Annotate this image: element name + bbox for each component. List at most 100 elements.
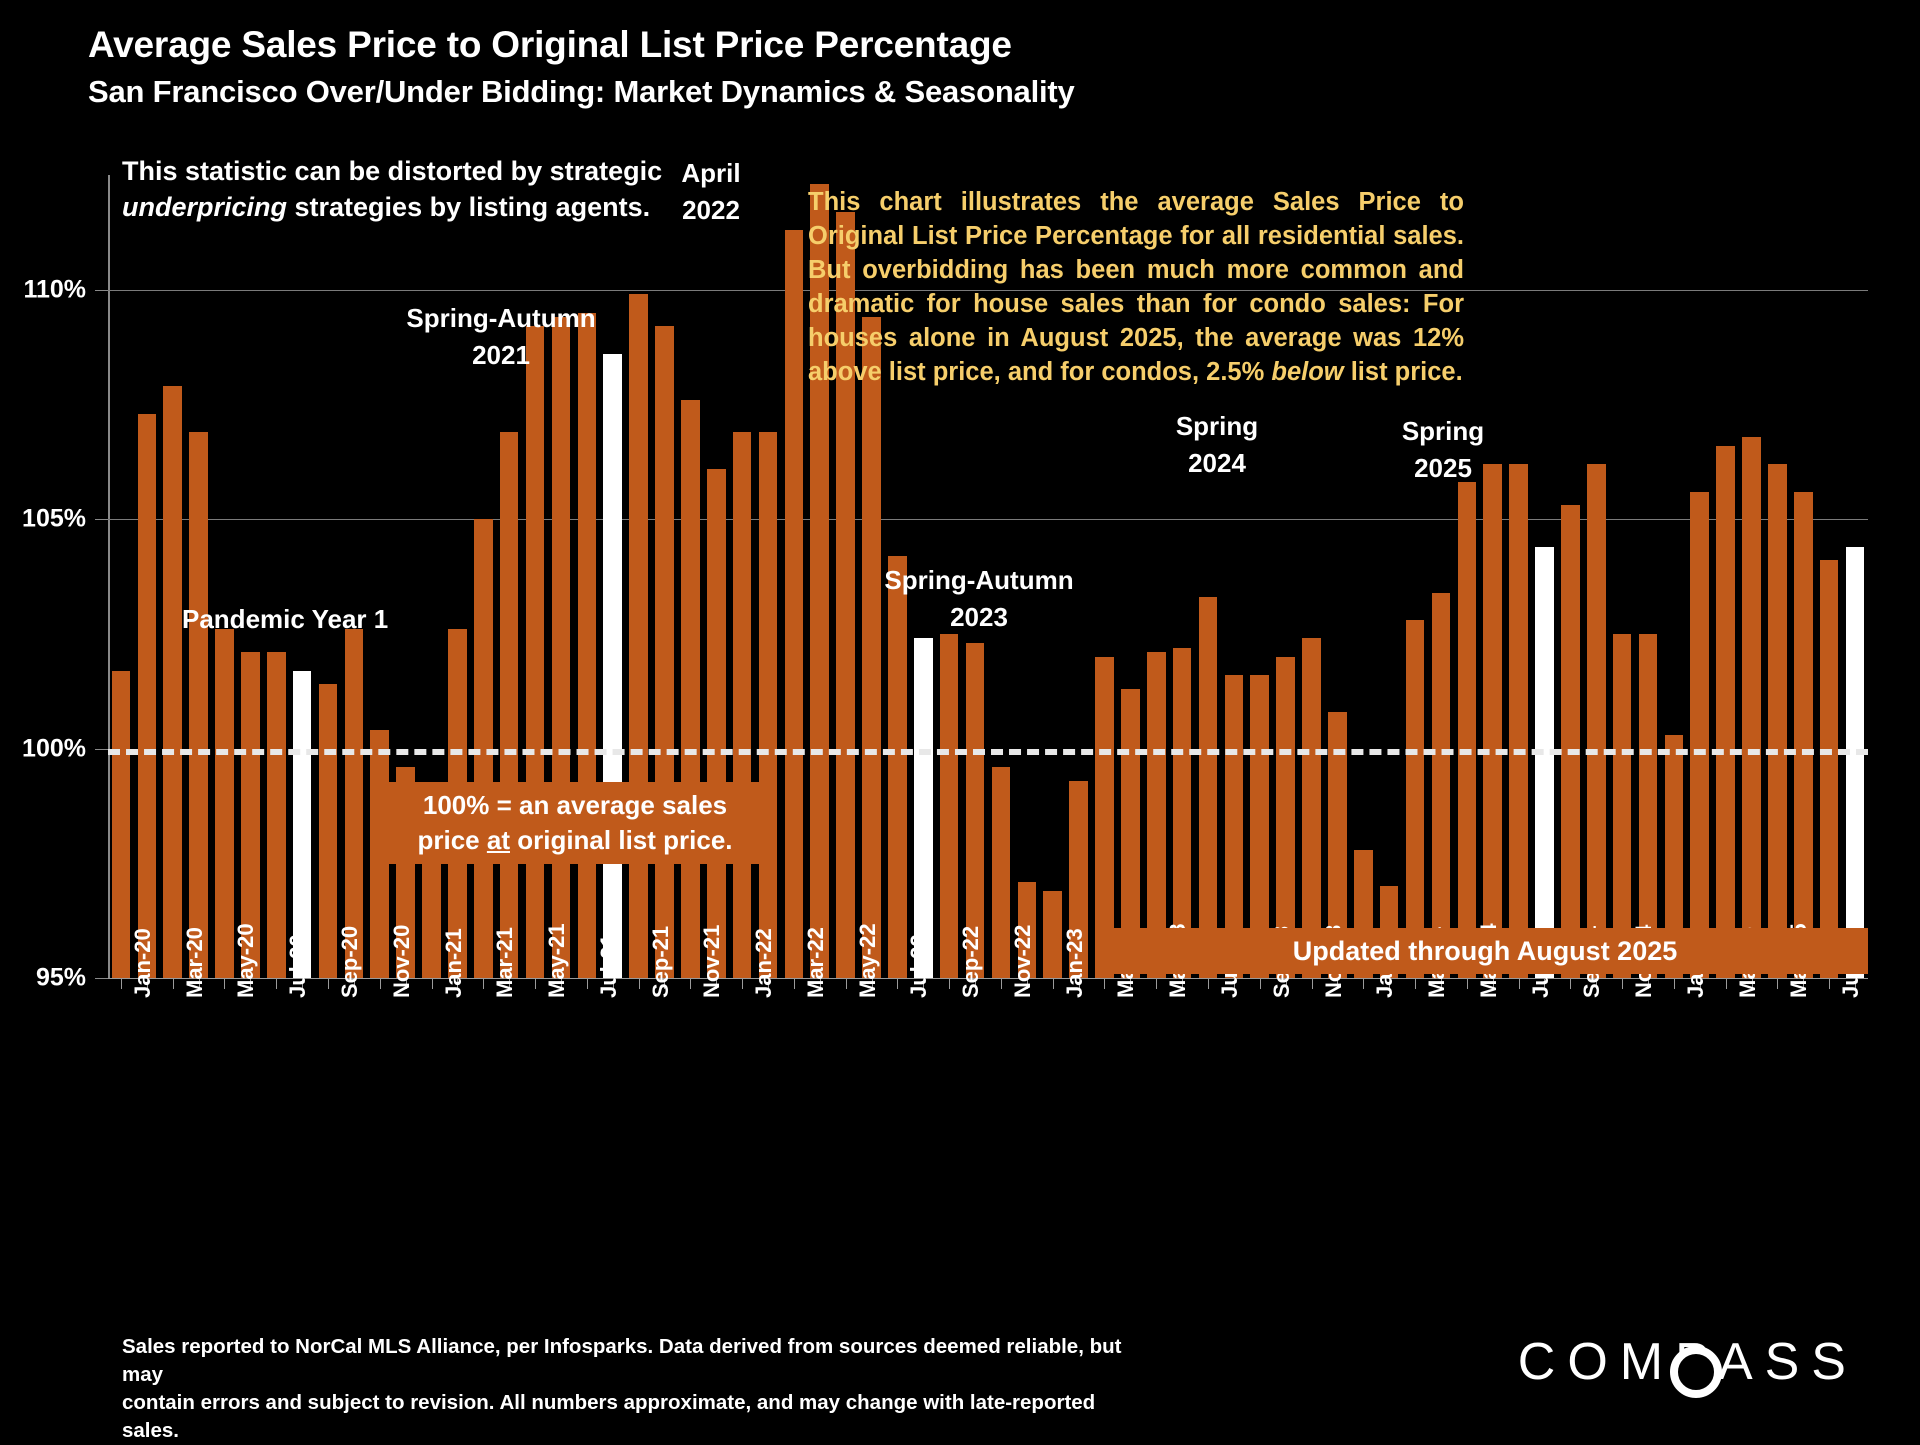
x-tick-label: Jan-21: [440, 928, 466, 998]
bar: [215, 629, 234, 978]
x-tick-mark: [1492, 978, 1494, 989]
bar: [1483, 464, 1502, 978]
bar: [137, 413, 157, 978]
bar: [1431, 592, 1451, 978]
bar-highlight: [292, 670, 312, 978]
bar: [758, 431, 778, 978]
x-tick-label: May-22: [854, 923, 880, 998]
bar: [706, 468, 726, 978]
x-tick-mark: [509, 978, 511, 989]
bar: [266, 652, 286, 978]
x-tick-mark: [1026, 978, 1028, 989]
bar: [681, 399, 700, 978]
bar: [991, 766, 1011, 978]
x-tick-mark: [1389, 978, 1391, 989]
y-tick-label: 105%: [22, 504, 86, 533]
x-tick-label: Mar-21: [492, 927, 518, 998]
x-tick-mark: [1596, 978, 1598, 989]
bar: [1819, 560, 1839, 978]
x-tick-label: May-21: [544, 923, 570, 998]
x-tick-mark: [1570, 978, 1572, 989]
x-tick-mark: [405, 978, 407, 989]
x-tick-mark: [224, 978, 226, 989]
x-tick-label: Jan-20: [129, 928, 155, 998]
bar: [318, 684, 338, 978]
bar: [888, 555, 907, 978]
x-tick-mark: [716, 978, 718, 989]
x-tick-mark: [793, 978, 795, 989]
x-tick-mark: [1000, 978, 1002, 989]
bar: [784, 230, 804, 978]
x-tick-mark: [690, 978, 692, 989]
x-tick-label: Mar-20: [181, 927, 207, 998]
x-tick-mark: [483, 978, 485, 989]
bar-highlight: [913, 638, 933, 978]
x-tick-mark: [250, 978, 252, 989]
x-tick-mark: [845, 978, 847, 989]
x-axis-labels: Jan-20 Mar-20 May-20 Jul-20 Sep-20 Nov-20 Jan-…: [108, 923, 1868, 1112]
y-tick-mark: [95, 519, 108, 521]
x-tick-mark: [1156, 978, 1158, 989]
bar: [655, 326, 674, 978]
x-tick-label: Jul-21: [595, 934, 621, 998]
x-tick-mark: [975, 978, 977, 989]
bar-highlight: [1845, 546, 1865, 978]
bar: [189, 431, 208, 978]
x-tick-mark: [949, 978, 951, 989]
x-tick-mark: [742, 978, 744, 989]
y-tick-label: 95%: [35, 963, 86, 992]
annotation-distortion-line2: strategies by listing agents.: [287, 192, 651, 222]
x-tick-mark: [560, 978, 562, 989]
x-tick-mark: [353, 978, 355, 989]
footer-line-1: Sales reported to NorCal MLS Alliance, p…: [122, 1335, 1122, 1386]
annotation-spring-2025: Spring 2025: [1401, 416, 1485, 483]
callout-100-line2-a: price: [417, 825, 487, 855]
x-tick-label: Jan-23: [1061, 928, 1087, 998]
x-tick-mark: [1363, 978, 1365, 989]
annotation-explainer-b: list price.: [1343, 358, 1463, 386]
x-tick-mark: [1544, 978, 1546, 989]
x-tick-label: May-20: [233, 923, 259, 998]
x-tick-mark: [1337, 978, 1339, 989]
callout-100-line2: price at original list price.: [418, 823, 733, 858]
annotation-distortion-italic: underpricing: [122, 192, 288, 222]
x-tick-mark: [172, 978, 174, 989]
x-tick-label: Sep-20: [337, 925, 362, 998]
bar: [1328, 711, 1347, 978]
x-tick-mark: [1855, 978, 1857, 989]
annotation-distortion-line1: This statistic can be distorted by strat…: [122, 156, 663, 186]
x-tick-mark: [1130, 978, 1132, 989]
gridline: [108, 289, 1868, 291]
bar: [1638, 633, 1658, 978]
bar: [241, 652, 260, 978]
x-tick-mark: [120, 978, 122, 989]
x-tick-mark: [1208, 978, 1209, 989]
x-tick-mark: [1648, 978, 1649, 989]
annotation-spring-2024: Spring 2024: [1175, 411, 1259, 478]
bar: [111, 670, 131, 978]
bar: [1664, 734, 1684, 978]
bar: [344, 629, 364, 978]
x-tick-mark: [198, 978, 200, 989]
x-tick-mark: [897, 978, 899, 989]
bar: [525, 326, 545, 978]
x-tick-mark: [457, 978, 459, 989]
x-tick-mark: [638, 978, 640, 989]
bar: [1793, 491, 1813, 978]
x-tick-label: Sep-21: [647, 925, 673, 998]
x-tick-label: Nov-22: [1009, 924, 1035, 998]
y-tick-label: 110%: [23, 275, 86, 304]
bar: [1405, 620, 1425, 978]
y-tick-mark: [95, 289, 108, 291]
bar: [551, 317, 571, 978]
bar: [1457, 482, 1477, 978]
annotation-distortion: This statistic can be distorted by strat…: [122, 153, 742, 225]
x-tick-mark: [146, 978, 148, 989]
bar: [1069, 780, 1088, 978]
x-tick-label: Nov-21: [699, 924, 725, 998]
y-axis-line: [108, 175, 110, 978]
bar: [1043, 890, 1062, 978]
bar: [1716, 445, 1735, 978]
x-tick-mark: [586, 978, 588, 989]
x-tick-mark: [535, 978, 537, 989]
